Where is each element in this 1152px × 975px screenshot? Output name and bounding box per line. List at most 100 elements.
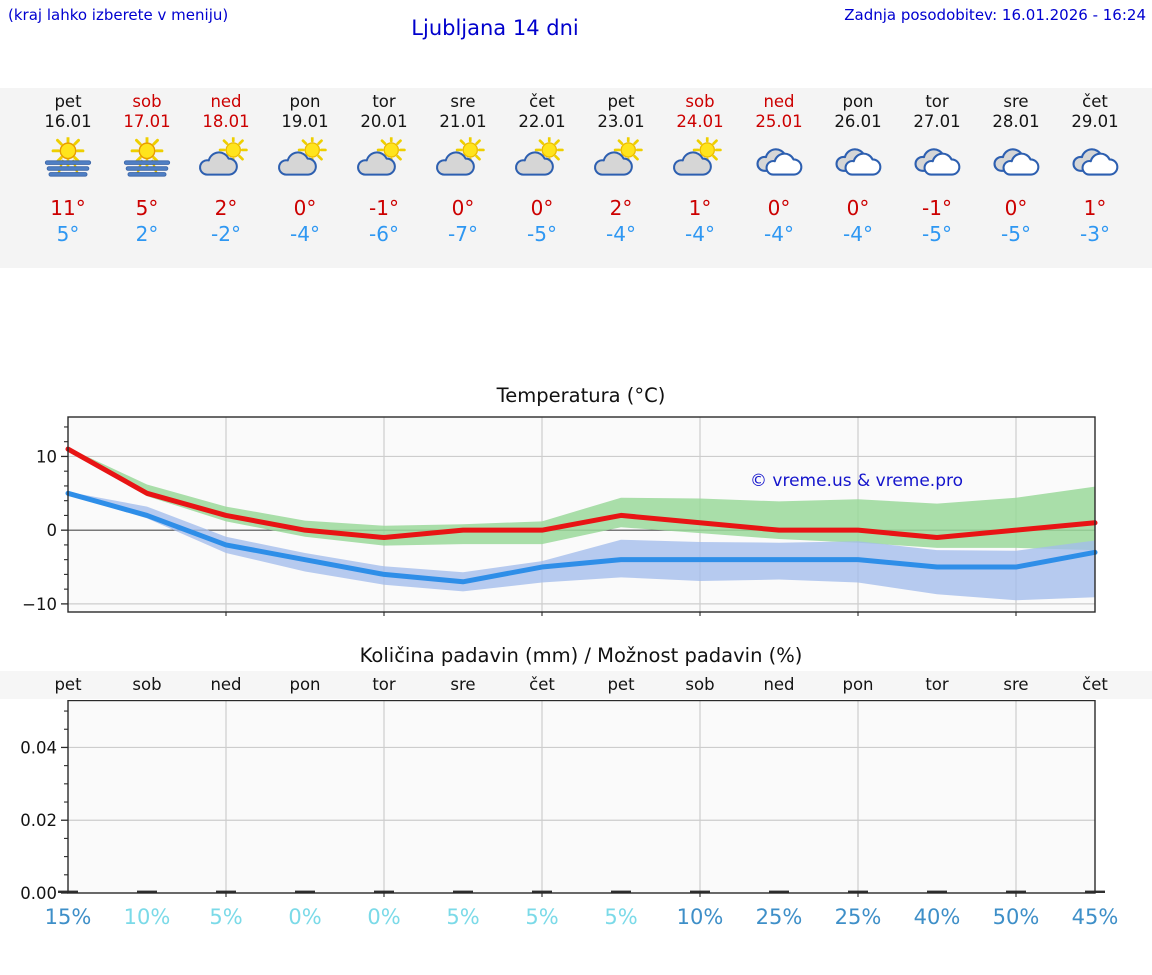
- day-name: sob: [132, 92, 162, 111]
- precip-day-labels: pet sob ned pon tor sre čet pet sob ned pon tor sre č…: [0, 671, 1152, 699]
- day-column[interactable]: ned 18.01 2° -2°: [187, 88, 266, 268]
- precip-day-label: ned: [763, 675, 795, 694]
- temp-max-line: [65, 446, 1098, 541]
- day-date: 18.01: [202, 112, 250, 131]
- precip-day-label: pon: [842, 675, 874, 694]
- high-temp: -1°: [922, 196, 952, 220]
- sun-fog-icon: [39, 137, 97, 181]
- cloudy-icon: [1066, 137, 1124, 181]
- high-temp: 0°: [530, 196, 554, 220]
- precip-probability: 50%: [992, 905, 1040, 929]
- day-date: 19.01: [281, 112, 329, 131]
- page-title: Ljubljana 14 dni: [411, 16, 579, 40]
- day-name: čet: [529, 92, 555, 111]
- y-tick-label: 0.00: [20, 884, 57, 903]
- precip-day-label: čet: [529, 675, 555, 694]
- day-name: sre: [1003, 92, 1029, 111]
- day-name: pet: [54, 92, 82, 111]
- cloudy-icon: [987, 137, 1045, 181]
- high-temp: 11°: [50, 196, 86, 220]
- precip-day-label: sob: [685, 675, 715, 694]
- day-date: 23.01: [597, 112, 645, 131]
- day-date: 16.01: [44, 112, 92, 131]
- precip-day-label: sre: [1003, 675, 1029, 694]
- precip-bar: [137, 890, 157, 893]
- y-tick-label: −10: [22, 595, 57, 614]
- day-name: čet: [1082, 92, 1108, 111]
- y-tick-label: 0: [47, 521, 58, 540]
- day-name: tor: [372, 92, 396, 111]
- precip-day-label: pon: [289, 675, 321, 694]
- day-column[interactable]: pet 16.01 11° 5°: [29, 88, 108, 268]
- precip-day-label: ned: [210, 675, 242, 694]
- precip-bar: [295, 890, 315, 893]
- precip-bar: [848, 890, 868, 893]
- location-hint: (kraj lahko izberete v meniju): [8, 6, 229, 24]
- day-column[interactable]: sob 24.01 1° -4°: [661, 88, 740, 268]
- low-temp: -3°: [1080, 222, 1110, 246]
- cloudy-icon: [908, 137, 966, 181]
- high-temp: -1°: [369, 196, 399, 220]
- high-temp: 0°: [846, 196, 870, 220]
- day-column[interactable]: tor 20.01 -1° -6°: [345, 88, 424, 268]
- low-temp: -5°: [527, 222, 557, 246]
- low-temp: -5°: [922, 222, 952, 246]
- precip-bar: [532, 890, 552, 893]
- day-column[interactable]: čet 22.01 0° -5°: [503, 88, 582, 268]
- precip-day-label: pet: [54, 675, 82, 694]
- day-column[interactable]: sob 17.01 5° 2°: [108, 88, 187, 268]
- precip-bar: [374, 890, 394, 893]
- precip-bar: [769, 890, 789, 893]
- day-name: sob: [685, 92, 715, 111]
- low-temp: -7°: [448, 222, 478, 246]
- day-date: 24.01: [676, 112, 724, 131]
- precip-probability: 10%: [676, 905, 724, 929]
- temp-min-line: [65, 490, 1098, 585]
- day-column[interactable]: sre 21.01 0° -7°: [424, 88, 503, 268]
- sun-cloud-icon: [355, 137, 413, 181]
- low-temp: -4°: [685, 222, 715, 246]
- day-name: pon: [289, 92, 321, 111]
- high-temp: 5°: [135, 196, 159, 220]
- day-column[interactable]: pet 23.01 2° -4°: [582, 88, 661, 268]
- day-column[interactable]: pon 19.01 0° -4°: [266, 88, 345, 268]
- precipitation-chart: 0.04 0.02 0.00: [20, 700, 1105, 903]
- day-name: sre: [450, 92, 476, 111]
- day-name: ned: [210, 92, 242, 111]
- sun-cloud-icon: [276, 137, 334, 181]
- precip-probability: 10%: [123, 905, 171, 929]
- low-temp: 5°: [56, 222, 80, 246]
- temperature-chart-title: Temperatura (°C): [496, 384, 666, 407]
- day-column[interactable]: pon 26.01 0° -4°: [819, 88, 898, 268]
- low-temp: 2°: [135, 222, 159, 246]
- day-date: 22.01: [518, 112, 566, 131]
- day-column[interactable]: ned 25.01 0° -4°: [740, 88, 819, 268]
- day-date: 21.01: [439, 112, 487, 131]
- sun-cloud-icon: [513, 137, 571, 181]
- y-tick-label: 0.02: [20, 811, 57, 830]
- day-name: pon: [842, 92, 874, 111]
- high-temp: 0°: [293, 196, 317, 220]
- low-temp: -4°: [843, 222, 873, 246]
- precip-day-label: pet: [607, 675, 635, 694]
- precip-probability: 5%: [525, 905, 559, 929]
- day-date: 20.01: [360, 112, 408, 131]
- day-column[interactable]: tor 27.01 -1° -5°: [898, 88, 977, 268]
- precip-probability: 0%: [367, 905, 401, 929]
- precip-probability: 5%: [446, 905, 480, 929]
- day-date: 25.01: [755, 112, 803, 131]
- day-column[interactable]: čet 29.01 1° -3°: [1056, 88, 1135, 268]
- precip-bar: [690, 890, 710, 893]
- day-column[interactable]: sre 28.01 0° -5°: [977, 88, 1056, 268]
- precip-bar: [1006, 890, 1026, 893]
- precip-probability: 40%: [913, 905, 961, 929]
- day-date: 29.01: [1071, 112, 1119, 131]
- low-temp: -4°: [764, 222, 794, 246]
- day-name: pet: [607, 92, 635, 111]
- precip-probability: 45%: [1071, 905, 1119, 929]
- low-temp: -4°: [606, 222, 636, 246]
- precip-bar: [611, 890, 631, 893]
- precip-probability: 25%: [834, 905, 882, 929]
- day-name: tor: [925, 92, 949, 111]
